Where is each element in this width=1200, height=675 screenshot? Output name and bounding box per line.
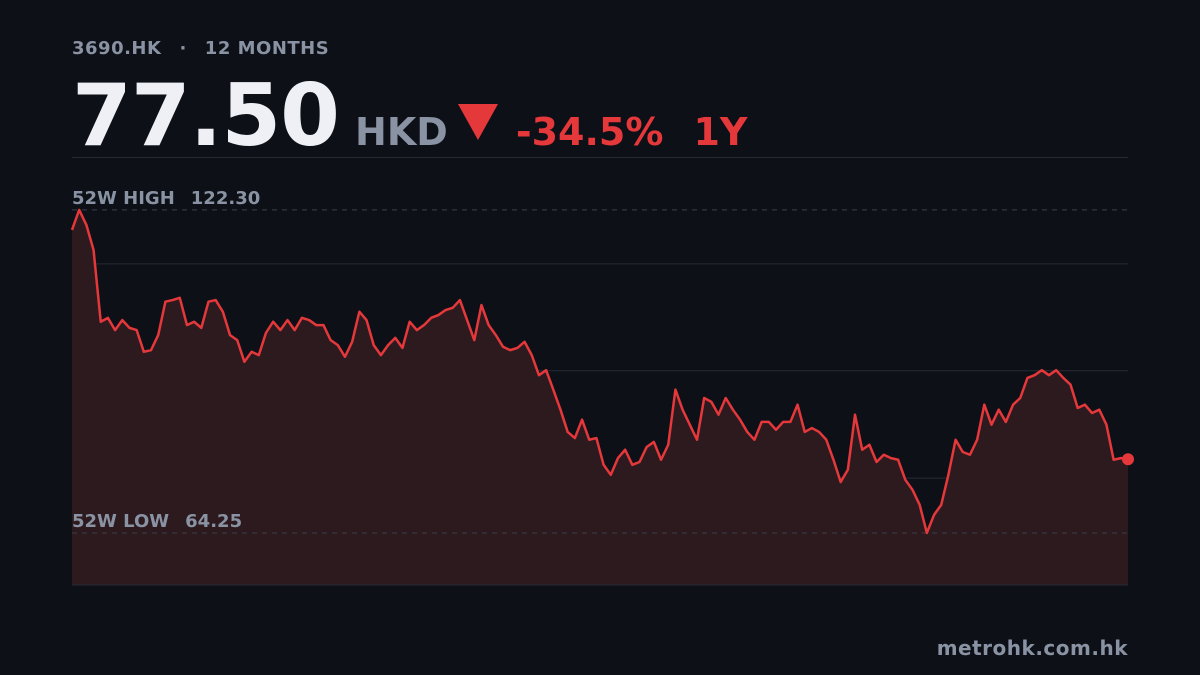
reference-label: 52W HIGH xyxy=(72,188,175,209)
area-fill xyxy=(72,209,1128,585)
period: 12 MONTHS xyxy=(204,38,330,59)
last-point xyxy=(1122,453,1134,466)
price-line xyxy=(70,208,1129,535)
separator-dot: · xyxy=(179,38,187,59)
reference-label: 52W LOW xyxy=(72,511,169,532)
subtitle: 3690.HK · 12 MONTHS xyxy=(72,38,347,59)
reference-value: 122.30 xyxy=(191,188,260,209)
price-row: 77.50 HKD -34.5% 1Y xyxy=(72,66,747,166)
range: 1Y xyxy=(693,110,748,154)
ticker: 3690.HK xyxy=(72,38,162,59)
currency: HKD xyxy=(355,110,448,154)
reference-value: 64.25 xyxy=(185,511,242,532)
price: 77.50 xyxy=(72,66,340,166)
down-arrow xyxy=(457,104,498,140)
source: metrohk.com.hk xyxy=(936,636,1128,660)
change: -34.5% xyxy=(515,110,664,154)
